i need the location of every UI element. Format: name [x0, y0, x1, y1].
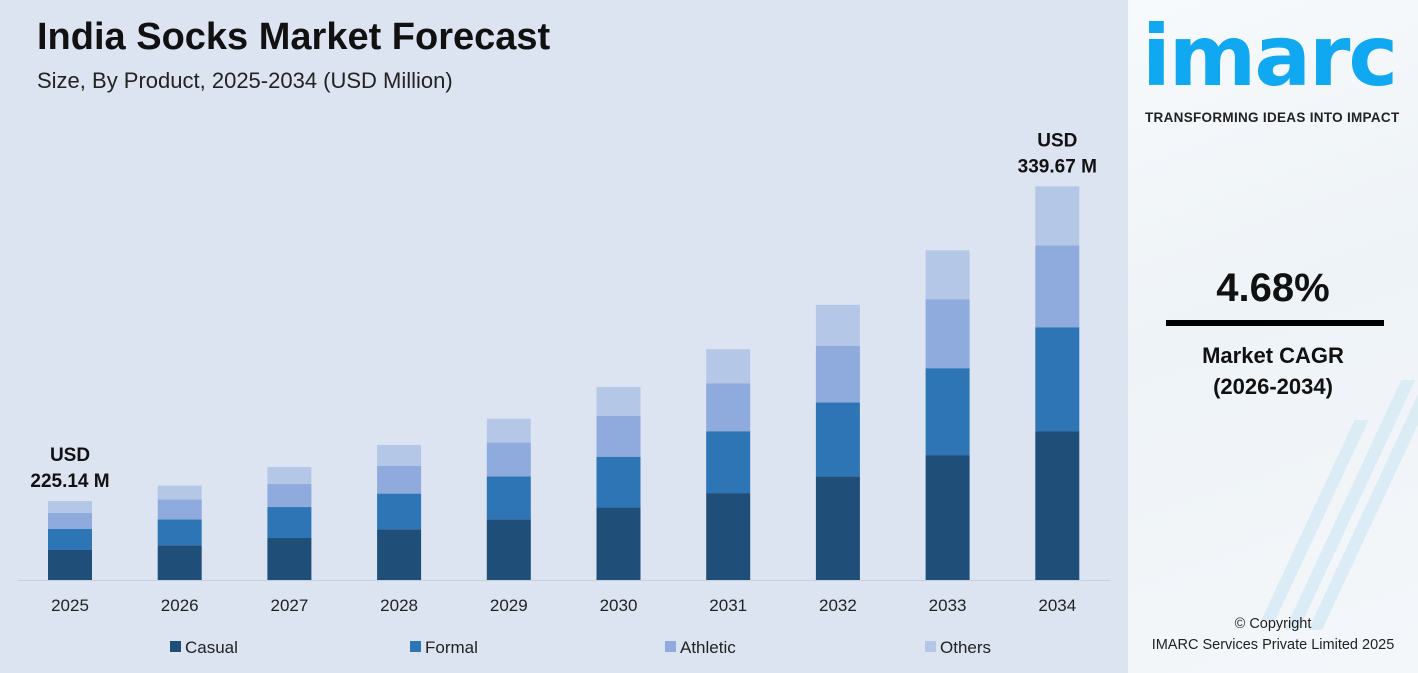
bar-athletic-2031: [706, 383, 751, 432]
legend-item-casual: Casual: [170, 638, 238, 657]
bar-formal-2029: [486, 476, 531, 520]
bar-athletic-2033: [925, 299, 970, 369]
legend-label: Casual: [185, 638, 238, 657]
x-tick-label: 2032: [819, 596, 857, 615]
bar-athletic-2029: [486, 442, 531, 477]
bar-formal-2026: [157, 519, 202, 546]
bar-casual-2032: [815, 476, 860, 580]
bar-others-2025: [48, 501, 92, 514]
bar-others-2026: [157, 485, 202, 500]
bar-athletic-2034: [1035, 245, 1080, 328]
x-tick-label: 2025: [51, 596, 89, 615]
bar-others-2032: [815, 304, 860, 346]
x-tick-label: 2030: [600, 596, 638, 615]
cagr-label-line1: Market CAGR: [1202, 343, 1344, 368]
x-tick-label: 2034: [1038, 596, 1076, 615]
legend-label: Others: [940, 638, 991, 657]
bar-athletic-2032: [815, 345, 860, 403]
bar-others-2028: [377, 444, 422, 466]
bar-athletic-2028: [377, 465, 422, 494]
bar-others-2027: [267, 467, 312, 485]
cagr-label-period: (2026-2034): [1213, 374, 1333, 399]
bar-formal-2025: [48, 529, 92, 550]
cagr-value: 4.68%: [1216, 266, 1330, 310]
bar-formal-2030: [596, 456, 641, 508]
legend-item-athletic: Athletic: [665, 638, 736, 657]
bar-others-2033: [925, 250, 970, 300]
legend-swatch: [170, 641, 181, 652]
bar-casual-2030: [596, 507, 641, 580]
legend-item-formal: Formal: [410, 638, 478, 657]
x-tick-label: 2026: [161, 596, 199, 615]
bar-casual-2031: [706, 493, 751, 580]
bar-athletic-2026: [157, 499, 202, 520]
bar-formal-2027: [267, 507, 312, 539]
bar-casual-2034: [1035, 431, 1080, 580]
bar-formal-2034: [1035, 327, 1080, 432]
bar-others-2030: [596, 387, 641, 416]
bar-casual-2029: [486, 519, 531, 580]
bar-casual-2033: [925, 455, 970, 580]
legend-label: Athletic: [680, 638, 736, 657]
total-label-value: 339.67 M: [1018, 156, 1097, 177]
legend-swatch: [410, 641, 421, 652]
bar-athletic-2025: [48, 513, 92, 530]
legend-swatch: [665, 641, 676, 652]
bar-athletic-2027: [267, 484, 312, 508]
x-tick-label: 2028: [380, 596, 418, 615]
x-tick-label: 2031: [709, 596, 747, 615]
total-label-currency: USD: [1037, 130, 1077, 151]
x-tick-label: 2027: [270, 596, 308, 615]
bar-others-2029: [486, 418, 531, 443]
stacked-bar-chart: 2025 2026 2027 2028 2029 2030 2031 2032 2033 2034…: [18, 130, 1110, 657]
bar-formal-2031: [706, 431, 751, 494]
copyright-line1: © Copyright: [1234, 616, 1312, 632]
brand-tagline: TRANSFORMING IDEAS INTO IMPACT: [1145, 110, 1400, 125]
chart-panel: India Socks Market Forecast Size, By Pro…: [18, 16, 1110, 657]
bar-others-2034: [1035, 186, 1080, 246]
legend-item-others: Others: [925, 638, 991, 657]
bar-casual-2026: [157, 545, 202, 580]
legend-label: Formal: [425, 638, 478, 657]
cagr-divider: [1166, 320, 1384, 326]
bar-casual-2028: [377, 529, 422, 580]
chart-title: India Socks Market Forecast: [37, 16, 551, 58]
x-tick-label: 2033: [929, 596, 967, 615]
bar-formal-2028: [377, 493, 422, 530]
cagr-label: Market CAGR (2026-2034): [1128, 340, 1418, 402]
total-label-value: 225.14 M: [30, 471, 109, 492]
imarc-logo: imarc: [1142, 7, 1398, 105]
chart-subtitle: Size, By Product, 2025-2034 (USD Million…: [37, 68, 453, 93]
total-label-currency: USD: [50, 445, 90, 466]
bar-athletic-2030: [596, 415, 641, 457]
x-tick-label: 2029: [490, 596, 528, 615]
info-panel: imarc TRANSFORMING IDEAS INTO IMPACT 4.6…: [1128, 0, 1418, 673]
bar-casual-2027: [267, 538, 312, 580]
bar-formal-2032: [815, 402, 860, 477]
legend-swatch: [925, 641, 936, 652]
copyright: © Copyright IMARC Services Private Limit…: [1128, 614, 1418, 656]
bar-others-2031: [706, 349, 751, 384]
bar-formal-2033: [925, 368, 970, 456]
bar-casual-2025: [48, 549, 92, 580]
copyright-line2: IMARC Services Private Limited 2025: [1151, 637, 1395, 653]
